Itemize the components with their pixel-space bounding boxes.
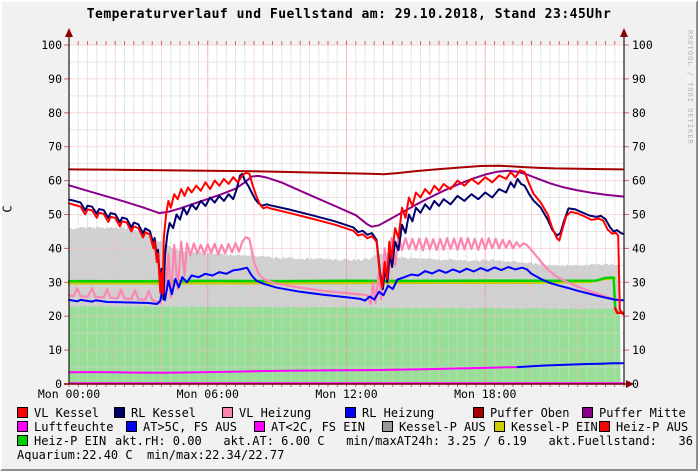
y-tick-label-left: 90 (48, 72, 62, 86)
x-tick-label: Mon 12:00 (315, 387, 377, 401)
legend-item-heiz-p-aus: Heiz-P AUS (599, 421, 688, 433)
legend-item-luftfeuchte: Luftfeuchte (17, 421, 113, 433)
at-5c-fs-aus-swatch-icon (126, 421, 137, 432)
y-tick-label-left: 100 (41, 38, 62, 52)
series-vl-heizung (67, 235, 623, 306)
legend-label: Heiz-P AUS (616, 420, 689, 434)
legend-item-heiz-p-ein: Heiz-P EIN (17, 435, 106, 447)
y-tick-label-right: 20 (632, 309, 646, 323)
x-tick-label: Mon 06:00 (177, 387, 239, 401)
series-puffer-mitte (68, 169, 624, 228)
legend-item-rl-kessel: RL Kessel (114, 407, 196, 419)
legend-label: Luftfeuchte (34, 420, 114, 434)
y-tick-label-right: 0 (632, 377, 639, 391)
legend-label: Puffer Mitte (599, 406, 686, 420)
legend-item-puffer-mitte: Puffer Mitte (582, 407, 686, 419)
y-tick-label-right: 40 (632, 241, 646, 255)
legend-label: Heiz-P EIN (34, 434, 107, 448)
rl-heizung-swatch-icon (345, 407, 356, 418)
puffer-mitte-swatch-icon (582, 407, 593, 418)
y-tick-label-left: 60 (48, 174, 62, 188)
y-tick-label-left: 50 (48, 208, 62, 222)
luftfeuchte-swatch-icon (17, 421, 28, 432)
x-axis-arrow (626, 380, 634, 388)
series-heiz-p-ein (67, 276, 617, 310)
y-axis-arrow-left (65, 28, 73, 37)
x-tick-label: Mon 00:00 (38, 387, 100, 401)
legend-item-kessel-p-ein: Kessel-P EIN (494, 421, 598, 433)
legend-item-vl-kessel: VL Kessel (17, 407, 99, 419)
vl-kessel-swatch-icon (17, 407, 28, 418)
legend-item-at-2c-fs-ein: AT<2C, FS EIN (254, 421, 365, 433)
legend-label: Puffer Oben (490, 406, 570, 420)
series-at-5c-fs-aus (516, 362, 624, 369)
y-tick-label-right: 70 (632, 140, 646, 154)
y-tick-label-right: 10 (632, 343, 646, 357)
legend-label: RL Heizung (362, 406, 435, 420)
puffer-oben-swatch-icon (473, 407, 484, 418)
y-tick-label-left: 20 (48, 309, 62, 323)
kessel-p-ein-swatch-icon (494, 421, 505, 432)
y-tick-label-left: 0 (55, 377, 62, 391)
heiz-p-aus-swatch-icon (599, 421, 610, 432)
legend-label: RL Kessel (131, 406, 197, 420)
legend-item-at-5c-fs-aus: AT>5C, FS AUS (126, 421, 237, 433)
y-axis-arrow-right (620, 28, 628, 37)
series-puffer-oben (68, 164, 624, 176)
heiz-p-ein-swatch-icon (17, 435, 28, 446)
legend-label: VL Kessel (34, 406, 100, 420)
at-2c-fs-ein-swatch-icon (254, 421, 265, 432)
rrdtool-watermark: RRDTOOL / TOBI OETIKER (686, 30, 694, 145)
vl-heizung-swatch-icon (222, 407, 233, 418)
series-vl-kessel (68, 169, 624, 316)
y-tick-label-right: 90 (632, 72, 646, 86)
y-tick-label-left: 10 (48, 343, 62, 357)
x-tick-label: Mon 18:00 (454, 387, 516, 401)
chart-plot-area: 0 0 10 10 20 20 30 30 40 40 50 50 60 60 70 70 80 80 90 90 10… (38, 28, 653, 401)
series-rl-kessel (68, 172, 624, 301)
y-tick-label-left: 80 (48, 106, 62, 120)
series-at-2c-fs-ein (68, 366, 519, 374)
legend-item-puffer-oben: Puffer Oben (473, 407, 569, 419)
chart-title: Temperaturverlauf und Fuellstand am: 29.… (86, 7, 612, 22)
legend-aquarium-values: Aquarium:22.40 C min/max:22.34/22.77 (17, 448, 285, 462)
legend-label: AT>5C, FS AUS (143, 420, 237, 434)
area-fuellstand (69, 305, 621, 384)
y-tick-label-right: 50 (632, 208, 646, 222)
legend-current-values: akt.rH: 0.00 akt.AT: 6.00 C min/maxAT24h… (115, 434, 693, 448)
grid (69, 40, 624, 384)
y-tick-label-right: 100 (632, 38, 653, 52)
legend-item-rl-heizung: RL Heizung (345, 407, 434, 419)
legend-label: Kessel-P AUS (399, 420, 486, 434)
legend-item-kessel-p-aus: Kessel-P AUS (382, 421, 486, 433)
y-tick-label-right: 30 (632, 275, 646, 289)
y-tick-label-right: 80 (632, 106, 646, 120)
legend-label: Kessel-P EIN (511, 420, 598, 434)
y-tick-label-left: 40 (48, 241, 62, 255)
kessel-p-aus-swatch-icon (382, 421, 393, 432)
y-tick-label-right: 60 (632, 174, 646, 188)
legend-item-vl-heizung: VL Heizung (222, 407, 311, 419)
legend-label: AT<2C, FS EIN (271, 420, 365, 434)
y-tick-label-left: 70 (48, 140, 62, 154)
rl-kessel-swatch-icon (114, 407, 125, 418)
legend-label: VL Heizung (239, 406, 312, 420)
y-tick-label-left: 30 (48, 275, 62, 289)
series-rl-heizung (68, 266, 624, 305)
